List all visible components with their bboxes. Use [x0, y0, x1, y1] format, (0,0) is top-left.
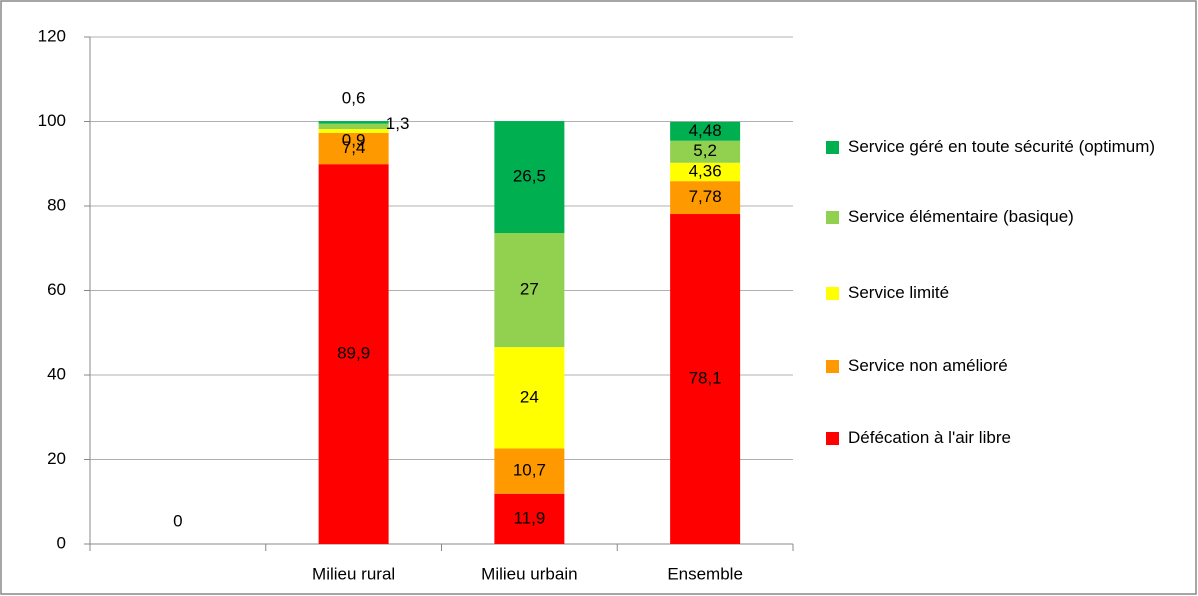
legend-label: Service limité [848, 283, 950, 302]
data-label: 0,6 [342, 89, 366, 108]
data-label: 11,9 [513, 508, 545, 527]
bar-segment [318, 129, 389, 133]
data-label: 7,78 [689, 187, 722, 206]
y-tick-label: 80 [47, 195, 66, 214]
data-label: 27 [520, 280, 539, 299]
data-label: 7,4 [342, 138, 366, 157]
x-tick-label: Milieu urbain [481, 564, 577, 583]
data-label: 4,48 [689, 121, 722, 140]
bar-segment [670, 162, 741, 182]
y-tick-label: 120 [38, 26, 66, 45]
legend-item: Défécation à l'air libre [826, 426, 1178, 450]
legend-swatch [826, 287, 839, 300]
bar-segment [494, 233, 565, 348]
bar-segment [494, 347, 565, 449]
legend-swatch [826, 432, 839, 445]
y-tick-label: 40 [47, 364, 66, 383]
legend-label: Défécation à l'air libre [848, 428, 1011, 447]
data-label: 89,9 [337, 344, 370, 363]
bar-segment [318, 123, 389, 130]
data-label: 78,1 [689, 368, 722, 387]
x-tick-label: Ensemble [667, 564, 743, 583]
data-label: 4,36 [689, 161, 722, 180]
legend-item: Service géré en toute sécurité (optimum) [826, 135, 1178, 159]
data-label: 0 [173, 511, 182, 530]
legend-label: Service géré en toute sécurité (optimum) [848, 137, 1156, 156]
x-tick-label: Milieu rural [312, 564, 395, 583]
bar-segment [494, 493, 565, 544]
y-tick-label: 20 [47, 449, 66, 468]
bar-segment [670, 181, 741, 215]
bar-segment [494, 121, 565, 234]
legend-swatch [826, 141, 839, 154]
legend-swatch [826, 360, 839, 373]
legend-item: Service non amélioré [826, 354, 1178, 378]
bar-segment [670, 214, 741, 544]
data-label: 0,9 [342, 130, 366, 149]
data-label: 26,5 [513, 167, 546, 186]
legend-item: Service élémentaire (basique) [826, 205, 1178, 229]
legend-item: Service limité [826, 281, 1178, 305]
legend-label: Service élémentaire (basique) [848, 207, 1074, 226]
legend-swatch [826, 211, 839, 224]
data-label: 10,7 [513, 461, 546, 480]
data-label: 24 [520, 387, 539, 406]
data-label: 1,3 [386, 114, 410, 133]
bar-segment [670, 140, 741, 163]
y-tick-label: 0 [57, 533, 66, 552]
data-label: 5,2 [693, 141, 717, 160]
y-tick-label: 60 [47, 280, 66, 299]
y-tick-label: 100 [38, 111, 66, 130]
bar-segment [318, 164, 389, 545]
bar-segment [318, 121, 389, 124]
legend-label: Service non amélioré [848, 356, 1008, 375]
bar-segment [494, 448, 565, 494]
bar-segment [318, 132, 389, 165]
bar-segment [670, 121, 741, 141]
